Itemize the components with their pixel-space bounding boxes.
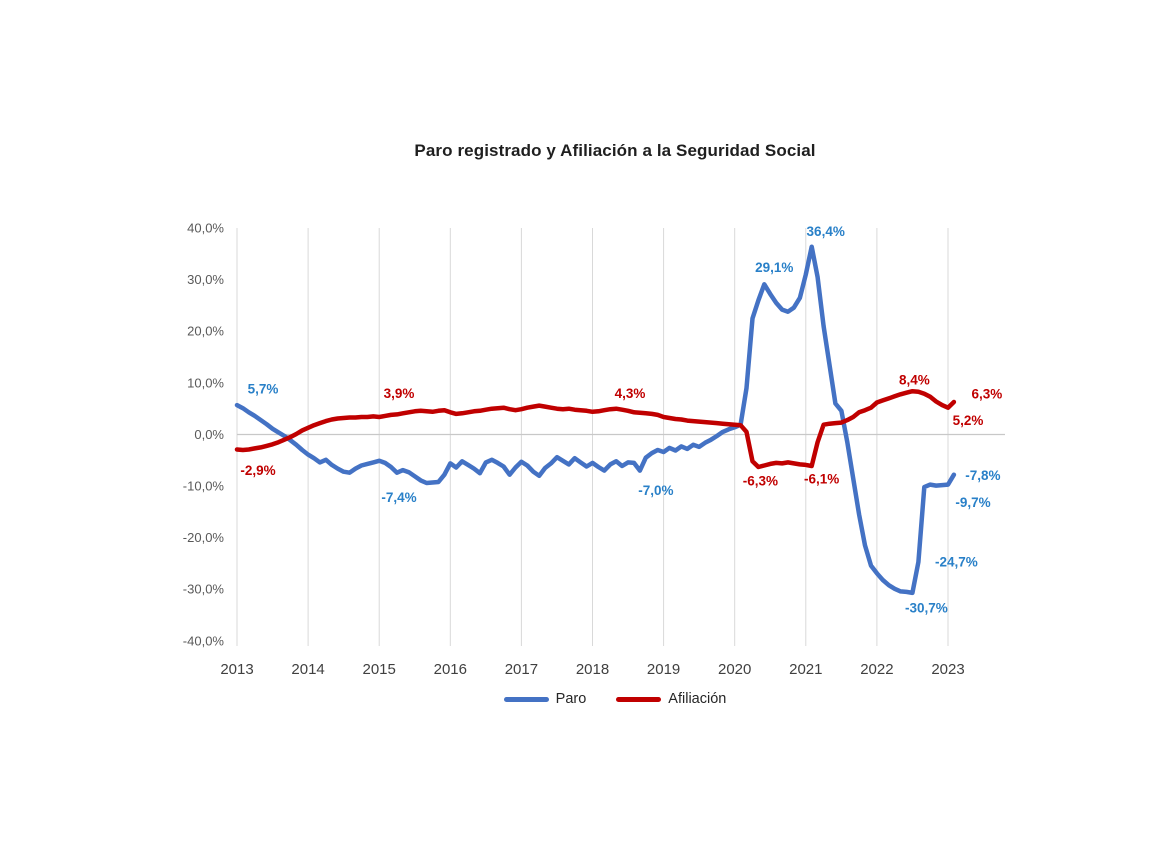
afiliacion-line-swatch xyxy=(616,696,662,702)
x-axis-tick-label: 2022 xyxy=(860,661,893,678)
data-label: 6,3% xyxy=(972,387,1003,402)
y-axis-tick-label: 0,0% xyxy=(194,427,224,442)
data-label: -9,7% xyxy=(955,495,990,510)
data-label: -6,3% xyxy=(743,474,778,489)
chart-title: Paro registrado y Afiliación a la Seguri… xyxy=(414,141,816,160)
data-label: -7,8% xyxy=(965,468,1000,483)
x-axis-tick-label: 2021 xyxy=(789,661,822,678)
y-axis-tick-label: 10,0% xyxy=(187,375,224,390)
data-label: 5,2% xyxy=(953,413,984,428)
data-label: 36,4% xyxy=(807,224,845,239)
afiliacion-series-line xyxy=(234,388,957,470)
y-axis-tick-label: -10,0% xyxy=(183,479,225,494)
x-axis-tick-label: 2020 xyxy=(718,661,751,678)
x-axis-tick-label: 2013 xyxy=(220,661,253,678)
data-label: 3,9% xyxy=(384,386,415,401)
data-label: -7,0% xyxy=(638,483,673,498)
x-axis-tick-label: 2023 xyxy=(931,661,964,678)
data-label: 5,7% xyxy=(248,382,279,397)
x-axis-tick-label: 2015 xyxy=(363,661,396,678)
legend: Paro Afiliación xyxy=(160,691,1070,707)
legend-label-afiliacion: Afiliación xyxy=(668,691,727,707)
x-axis-tick-label: 2019 xyxy=(647,661,680,678)
x-axis-tick-label: 2018 xyxy=(576,661,609,678)
data-label: -7,4% xyxy=(381,490,416,505)
x-axis-tick-label: 2016 xyxy=(434,661,467,678)
y-axis-tick-label: -30,0% xyxy=(183,582,225,597)
data-label: -6,1% xyxy=(804,472,839,487)
y-axis-tick-label: -40,0% xyxy=(183,633,225,648)
y-axis-tick-label: 30,0% xyxy=(187,272,224,287)
data-label: 8,4% xyxy=(899,373,930,388)
legend-item-afiliacion: Afiliación xyxy=(616,691,726,707)
x-axis-tick-label: 2017 xyxy=(505,661,538,678)
legend-item-paro: Paro xyxy=(503,691,587,707)
legend-label-paro: Paro xyxy=(555,691,587,707)
paro-line-swatch xyxy=(503,696,549,702)
data-label: -2,9% xyxy=(240,463,275,478)
data-label: 29,1% xyxy=(755,260,793,275)
paro-series-line xyxy=(234,244,957,596)
x-axis-tick-label: 2014 xyxy=(291,661,324,678)
y-axis-tick-label: 20,0% xyxy=(187,324,224,339)
y-axis-tick-label: -20,0% xyxy=(183,530,225,545)
data-label: -30,7% xyxy=(905,600,948,615)
data-label: -24,7% xyxy=(935,555,978,570)
y-axis-tick-label: 40,0% xyxy=(187,221,224,236)
data-label: 4,3% xyxy=(615,386,646,401)
